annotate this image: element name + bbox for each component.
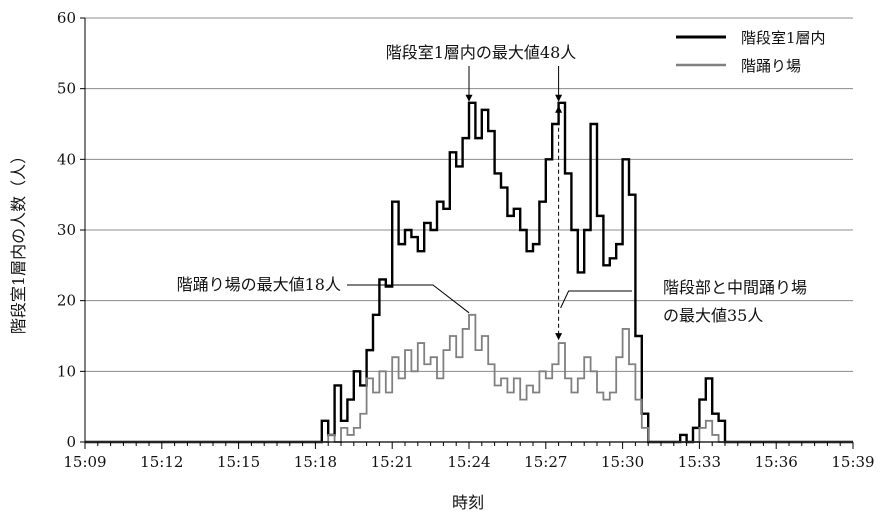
y-tick-label: 20 [57,292,76,310]
x-tick-label: 15:39 [831,453,874,471]
y-tick-label: 10 [57,362,76,380]
annotation-max-combined-line2: の最大値35人 [663,306,763,325]
series-layer [85,101,853,444]
x-tick-label: 15:21 [371,453,414,471]
x-tick-label: 15:18 [294,453,337,471]
y-tick-label: 40 [57,150,76,168]
arrowhead [465,94,473,102]
arrowhead [555,105,563,113]
series-line-landing [85,313,853,443]
x-tick-label: 15:27 [524,453,567,471]
x-tick-label: 15:33 [678,453,721,471]
annotation-leader [347,284,470,314]
legend-label: 階踊り場 [741,57,801,75]
annotation-max-landing: 階踊り場の最大値18人 [177,275,341,294]
x-tick-label: 15:12 [140,453,183,471]
x-tick-label: 15:15 [217,453,260,471]
x-tick-label: 15:24 [447,453,490,471]
annotation-max-combined-line1: 階段部と中間踊り場 [663,278,807,297]
series-line-stairwell [85,101,853,444]
x-tick-label: 15:30 [601,453,644,471]
arrowhead [555,94,563,102]
y-tick-label: 30 [57,221,76,239]
annotation-leader [560,290,632,309]
x-axis-title: 時刻 [452,493,484,512]
annotation-max-stair: 階段室1層内の最大値48人 [386,43,577,62]
y-tick-label: 60 [57,9,76,27]
x-tick-label: 15:36 [755,453,798,471]
x-tick-label: 15:09 [63,453,106,471]
arrowhead [555,333,563,341]
y-tick-label: 0 [66,433,76,451]
axis-layer: 0 10 20 30 40 50 60 15:09 15:12 15:15 15:18 15:21 15… [57,9,875,471]
legend-label: 階段室1層内 [741,29,826,47]
y-tick-label: 50 [57,80,76,98]
y-axis-title: 階段室1層内の人数（人） [9,148,28,334]
